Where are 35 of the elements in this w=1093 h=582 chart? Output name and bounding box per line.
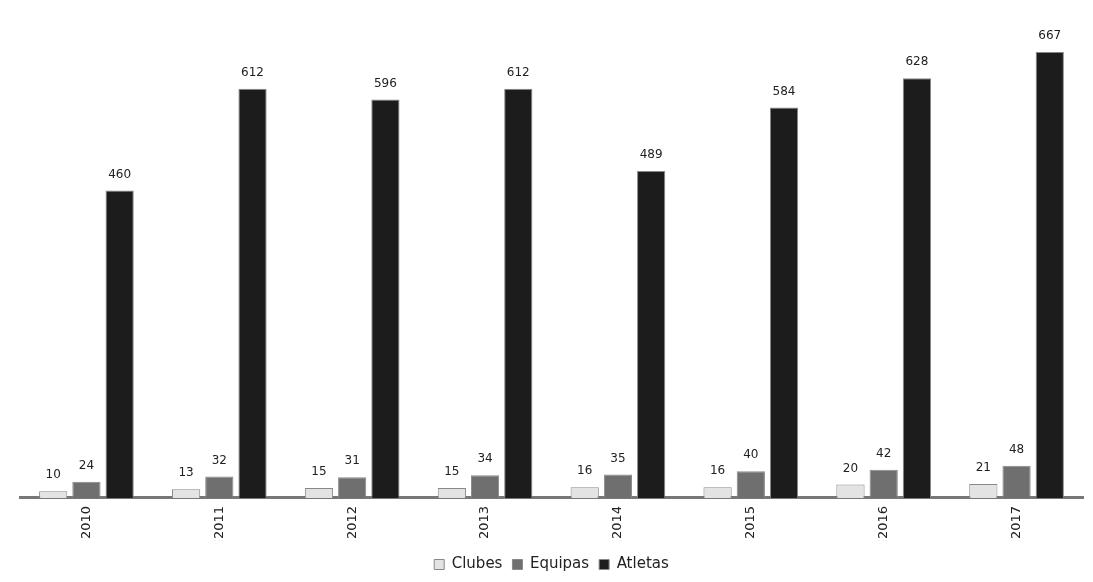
legend-label: Clubes	[451, 554, 503, 573]
data-label: 20	[842, 460, 859, 475]
data-label: 16	[577, 463, 593, 478]
data-label: 612	[241, 64, 264, 79]
x-tick-label: 2011	[210, 505, 226, 540]
x-tick-label: 2010	[77, 505, 93, 540]
data-label: 42	[876, 445, 892, 460]
data-label: 24	[78, 458, 95, 472]
data-label: 15	[311, 464, 327, 479]
data-label: 628	[905, 54, 929, 69]
data-label: 31	[344, 453, 360, 468]
x-tick-label: 2017	[1007, 505, 1023, 540]
data-label: 596	[373, 75, 397, 90]
x-tick-label: 2014	[609, 505, 625, 540]
x-tick-label: 2016	[875, 505, 891, 540]
legend-label: Equipas	[529, 554, 590, 573]
data-label: 612	[506, 64, 530, 79]
data-label: 489	[639, 147, 663, 162]
data-label: 667	[1038, 28, 1062, 43]
data-label: 15	[444, 464, 460, 479]
data-label: 32	[211, 452, 227, 467]
data-label: 10	[45, 467, 61, 482]
data-label: 21	[975, 460, 991, 474]
data-label: 48	[1008, 441, 1025, 456]
data-label: 584	[772, 83, 796, 98]
data-label: 460	[108, 166, 132, 181]
data-label: 40	[743, 447, 759, 462]
data-label: 13	[178, 465, 194, 480]
data-label: 16	[709, 463, 726, 478]
data-label: 35	[610, 450, 626, 465]
x-tick-label: 2015	[742, 505, 758, 540]
data-label: 34	[477, 451, 493, 466]
x-tick-label: 2012	[343, 505, 359, 540]
x-tick-label: 2013	[476, 505, 492, 540]
legend-label: Atletas	[616, 554, 669, 573]
